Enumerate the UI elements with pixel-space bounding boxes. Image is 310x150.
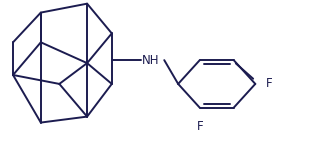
Text: NH: NH [142,54,160,67]
Text: F: F [197,120,204,133]
Text: F: F [266,77,273,90]
